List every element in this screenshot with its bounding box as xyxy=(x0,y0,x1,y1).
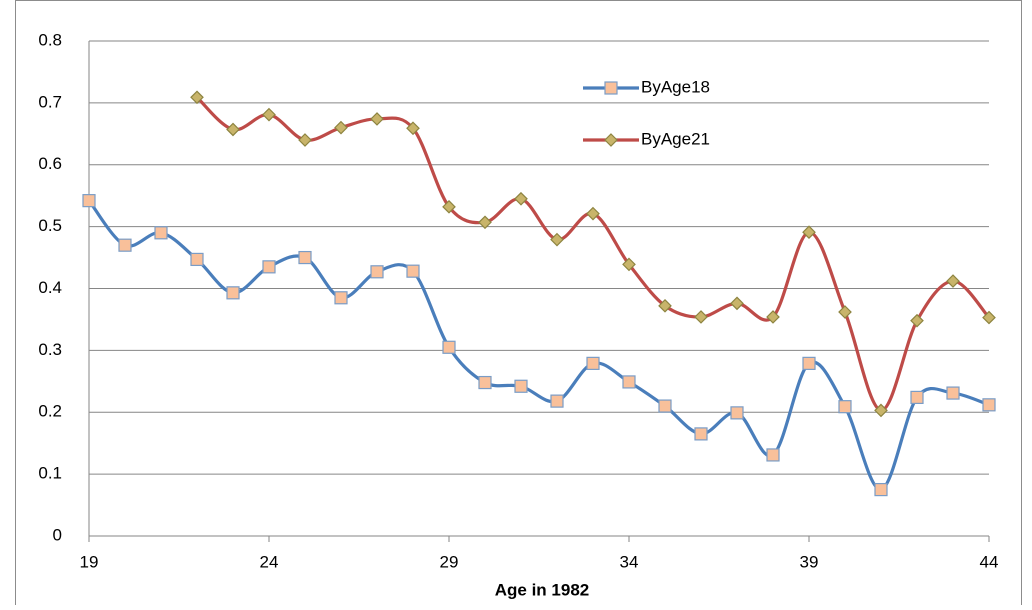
marker xyxy=(946,274,960,288)
marker xyxy=(766,448,780,462)
y-tick-label: 0 xyxy=(53,525,62,544)
y-tick-label: 0.6 xyxy=(38,154,62,173)
marker xyxy=(550,232,564,247)
marker xyxy=(406,264,420,278)
marker xyxy=(730,406,744,420)
chart-frame xyxy=(15,0,1022,610)
marker xyxy=(604,81,618,95)
x-tick-label: 39 xyxy=(800,552,819,571)
marker xyxy=(82,194,96,208)
marker xyxy=(262,107,276,122)
marker xyxy=(478,375,492,390)
marker xyxy=(802,225,816,240)
marker xyxy=(730,296,744,311)
marker xyxy=(370,265,384,279)
marker xyxy=(154,226,168,240)
marker xyxy=(874,403,888,418)
marker xyxy=(298,250,312,265)
marker xyxy=(874,482,888,497)
marker xyxy=(910,390,924,404)
marker xyxy=(586,206,600,221)
marker xyxy=(442,340,456,354)
marker xyxy=(622,257,636,272)
marker xyxy=(514,191,528,206)
marker xyxy=(118,238,132,252)
marker xyxy=(226,122,240,137)
y-tick-label: 0.4 xyxy=(38,278,62,297)
marker xyxy=(658,298,672,313)
legend-label: ByAge21 xyxy=(641,129,710,148)
marker xyxy=(982,398,996,412)
marker xyxy=(262,260,276,274)
marker xyxy=(766,310,780,324)
marker xyxy=(604,133,618,147)
x-tick-label: 34 xyxy=(620,552,639,571)
y-tick-label: 0.7 xyxy=(38,92,62,111)
marker xyxy=(910,313,924,328)
y-tick-label: 0.1 xyxy=(38,464,62,483)
marker xyxy=(838,305,852,319)
marker xyxy=(658,399,672,413)
x-tick-label: 44 xyxy=(980,552,999,571)
marker xyxy=(190,252,204,267)
marker xyxy=(838,400,852,414)
marker xyxy=(334,291,348,305)
marker xyxy=(982,310,996,325)
marker xyxy=(406,121,420,136)
y-tick-label: 0.5 xyxy=(38,216,62,235)
marker xyxy=(370,112,384,126)
marker xyxy=(226,286,240,300)
y-tick-label: 0.8 xyxy=(38,30,62,49)
x-tick-label: 19 xyxy=(80,552,99,571)
marker xyxy=(514,379,528,393)
marker xyxy=(694,427,708,441)
marker xyxy=(550,394,564,408)
x-tick-label: 29 xyxy=(440,552,459,571)
marker xyxy=(586,356,600,370)
marker xyxy=(442,199,456,214)
y-tick-label: 0.2 xyxy=(38,402,62,421)
marker xyxy=(694,310,708,324)
marker xyxy=(190,90,204,105)
marker xyxy=(946,386,960,400)
marker xyxy=(802,356,816,370)
x-axis-title: Age in 1982 xyxy=(495,580,590,599)
marker xyxy=(478,215,492,230)
x-tick-label: 24 xyxy=(260,552,279,571)
legend-label: ByAge18 xyxy=(641,77,710,96)
marker xyxy=(622,375,636,389)
y-tick-label: 0.3 xyxy=(38,340,62,359)
marker xyxy=(298,133,312,147)
marker xyxy=(334,120,348,135)
